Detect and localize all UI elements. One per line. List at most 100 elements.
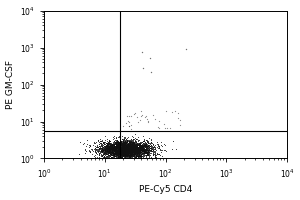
Point xyxy=(136,149,140,152)
Point xyxy=(119,153,124,157)
Point xyxy=(123,149,128,152)
Point xyxy=(116,152,120,155)
Point xyxy=(113,145,118,148)
Point xyxy=(134,146,139,150)
Point xyxy=(123,151,128,154)
Point xyxy=(105,146,110,149)
Point xyxy=(104,146,109,150)
Point xyxy=(141,147,146,151)
Point xyxy=(128,152,132,155)
Point xyxy=(114,144,119,147)
Point xyxy=(128,140,133,144)
Point xyxy=(153,151,158,154)
Point xyxy=(108,143,113,146)
Point xyxy=(100,150,105,154)
Point xyxy=(120,145,125,148)
Point xyxy=(118,144,123,147)
Point xyxy=(124,152,129,155)
Point xyxy=(113,144,118,147)
Point xyxy=(121,142,126,146)
Point xyxy=(116,148,120,151)
Point xyxy=(141,147,146,150)
Point xyxy=(119,155,124,159)
Point xyxy=(113,142,118,145)
Point xyxy=(80,157,85,160)
Point xyxy=(115,146,120,149)
Point xyxy=(125,157,130,160)
Point xyxy=(112,141,117,144)
Point xyxy=(138,144,143,147)
Point xyxy=(130,144,135,147)
Point xyxy=(108,146,112,150)
Point xyxy=(143,147,148,150)
Point xyxy=(141,148,146,152)
Point xyxy=(114,150,119,153)
Point xyxy=(159,150,164,154)
Point xyxy=(114,151,119,155)
Point xyxy=(130,145,134,149)
Point xyxy=(159,148,164,152)
Point xyxy=(122,141,126,144)
Point xyxy=(121,143,126,147)
Point xyxy=(124,146,128,149)
Point xyxy=(122,148,127,152)
Point xyxy=(112,154,116,157)
Point xyxy=(136,149,140,152)
Point xyxy=(102,146,107,149)
Point xyxy=(129,143,134,147)
Point xyxy=(114,141,118,144)
Point xyxy=(113,142,118,145)
Point xyxy=(128,151,133,154)
Point xyxy=(133,147,137,150)
Point xyxy=(113,145,118,148)
Point xyxy=(130,146,135,149)
Point xyxy=(116,141,121,144)
Point xyxy=(122,151,126,154)
Point xyxy=(107,150,112,154)
Point xyxy=(115,154,120,157)
Point xyxy=(118,149,123,152)
Point xyxy=(107,148,112,151)
Point xyxy=(153,147,158,150)
Point xyxy=(112,154,117,157)
Point xyxy=(130,153,135,156)
Point xyxy=(133,149,138,152)
Point xyxy=(99,149,103,152)
Point xyxy=(116,151,121,154)
Point xyxy=(112,143,117,147)
Point xyxy=(112,155,117,158)
Point xyxy=(138,147,142,151)
Point xyxy=(97,146,101,149)
Point xyxy=(119,143,124,147)
Point xyxy=(112,152,117,155)
Point xyxy=(169,148,174,151)
Point xyxy=(123,150,128,153)
Point xyxy=(118,147,122,150)
Point xyxy=(126,146,130,149)
Point xyxy=(137,150,142,153)
Point xyxy=(119,150,124,153)
Point xyxy=(137,151,142,155)
Point xyxy=(136,155,140,158)
Point xyxy=(124,149,129,152)
Point xyxy=(113,147,118,150)
Point xyxy=(136,142,141,145)
Point xyxy=(92,141,96,144)
Point xyxy=(100,148,105,151)
Point xyxy=(144,148,148,151)
Point xyxy=(128,151,133,154)
Point xyxy=(106,146,111,149)
Point xyxy=(113,153,118,156)
Point xyxy=(132,146,137,149)
Point xyxy=(131,141,136,144)
Point xyxy=(121,150,125,153)
Point xyxy=(136,149,140,152)
Point xyxy=(113,154,118,157)
Point xyxy=(137,153,142,157)
Point xyxy=(168,126,173,130)
Point xyxy=(95,138,100,142)
Point xyxy=(111,143,116,147)
Point xyxy=(124,144,129,148)
Point xyxy=(102,140,107,143)
Point xyxy=(114,147,118,150)
